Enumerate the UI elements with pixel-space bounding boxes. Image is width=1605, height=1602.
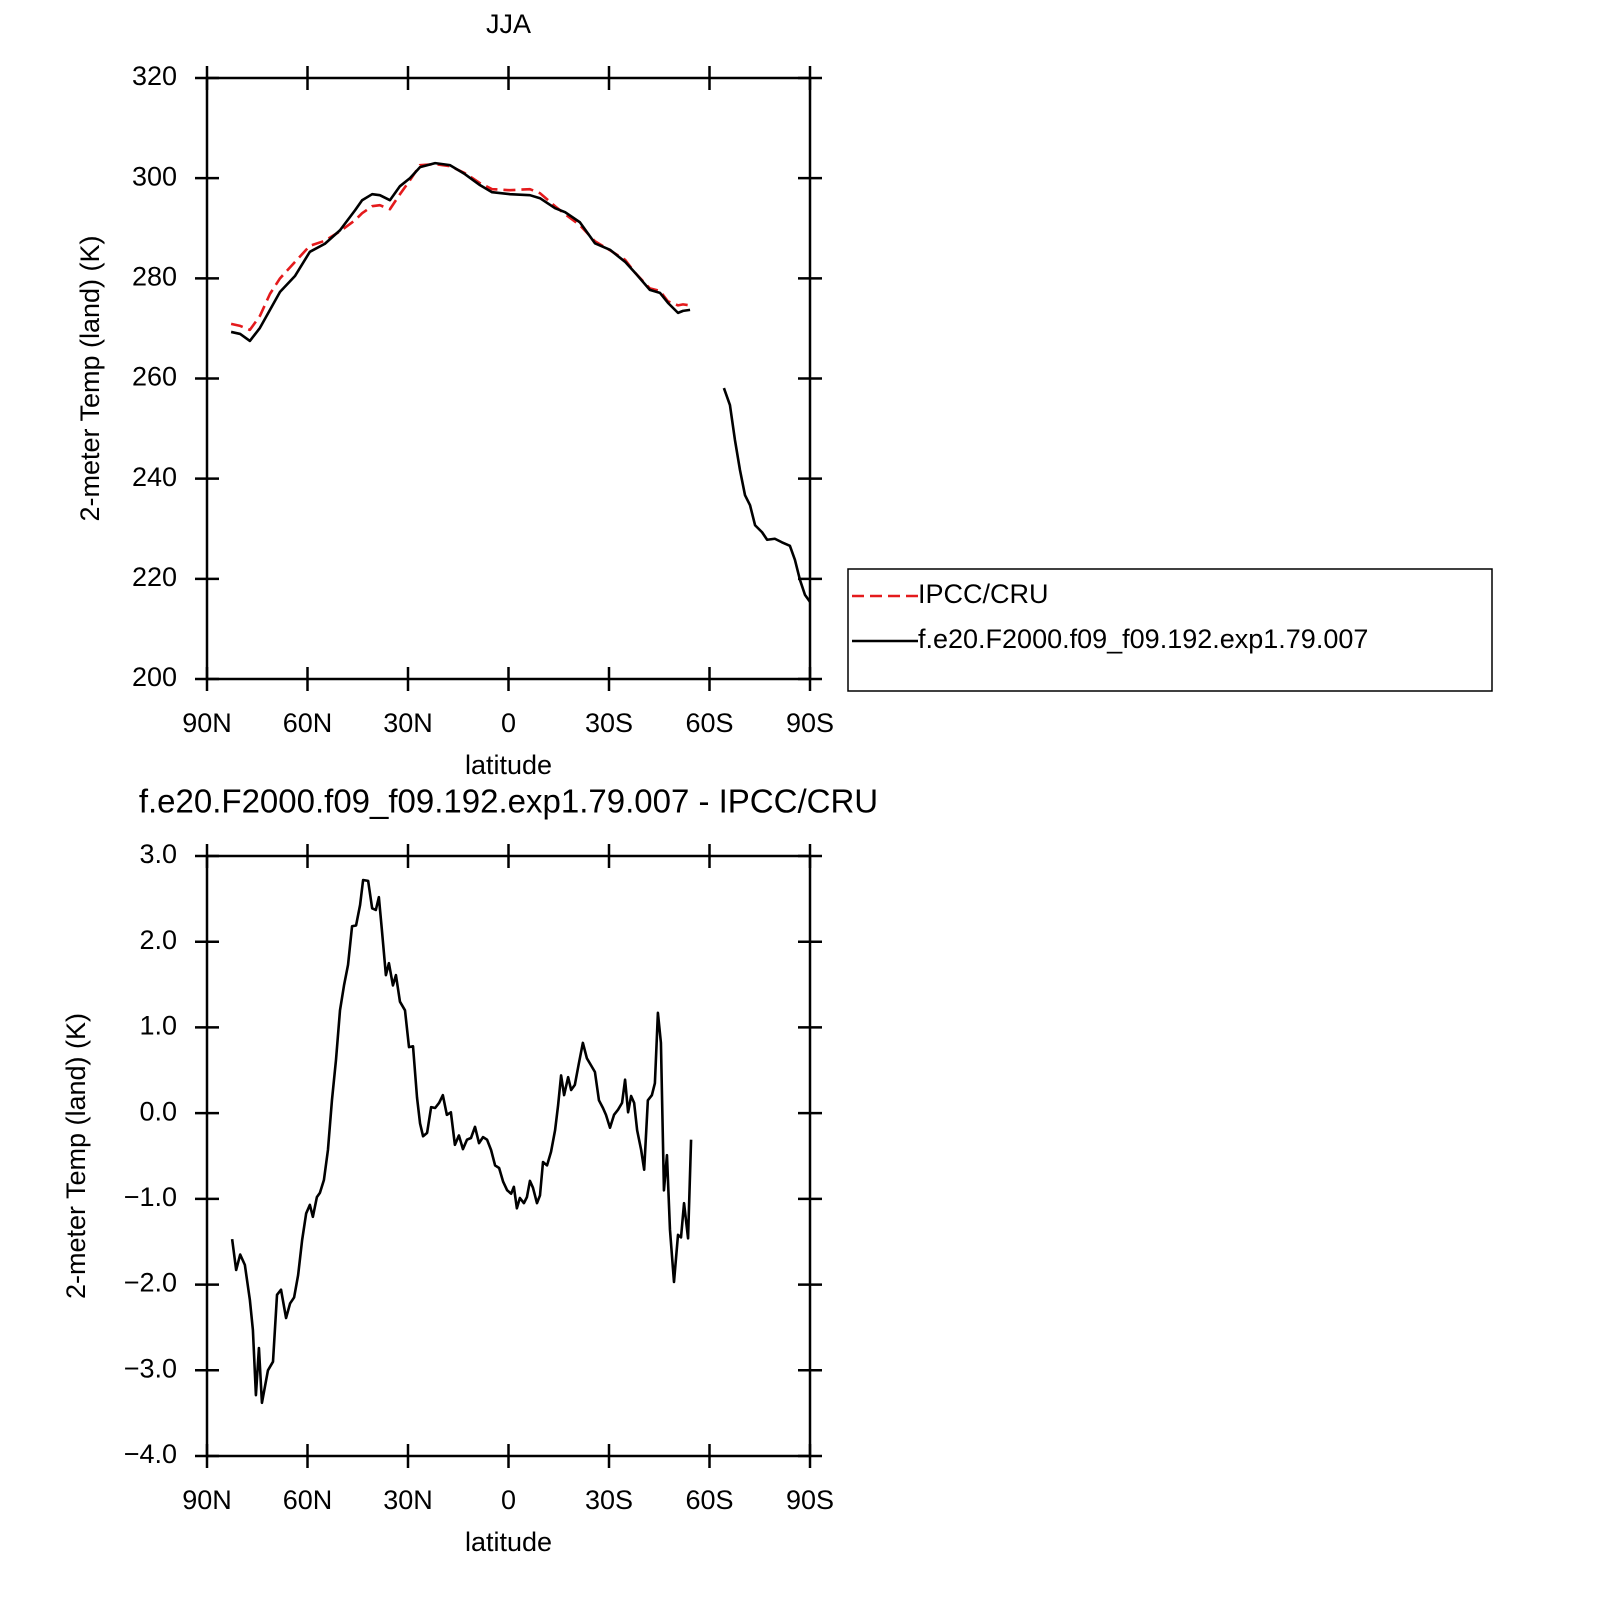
y-tick-label: −3.0 [124,1353,177,1383]
y-tick-label: 260 [132,362,177,392]
y-axis-label: 2-meter Temp (land) (K) [75,235,105,521]
plot-frame [205,854,812,1458]
legend-box [847,568,1493,692]
x-axis-label: latitude [465,750,552,780]
x-tick-label: 90S [786,708,834,738]
x-tick-label: 30N [383,708,433,738]
x-tick-label: 90N [182,1485,232,1515]
y-tick-label: 200 [132,662,177,692]
x-tick-label: 90S [786,1485,834,1515]
x-tick-label: 30S [585,1485,633,1515]
y-tick-label: 1.0 [139,1011,177,1041]
y-tick-label: 280 [132,261,177,291]
y-tick-label: −1.0 [124,1182,177,1212]
y-axis-label: 2-meter Temp (land) (K) [61,1013,91,1299]
y-tick-label: 220 [132,562,177,592]
plot-frame [205,76,812,681]
y-tick-label: −2.0 [124,1268,177,1298]
y-tick-label: 2.0 [139,925,177,955]
y-tick-label: 3.0 [139,839,177,869]
y-tick-label: 0.0 [139,1096,177,1126]
x-tick-label: 30S [585,708,633,738]
data-line [230,878,693,1405]
y-tick-label: −4.0 [124,1439,177,1469]
x-tick-label: 30N [383,1485,433,1515]
y-tick-label: 240 [132,462,177,492]
legend-label: f.e20.F2000.f09_f09.192.exp1.79.007 [918,624,1368,654]
x-axis-label: latitude [465,1527,552,1557]
chart-title: JJA [486,9,531,39]
x-tick-label: 60S [685,708,733,738]
x-tick-label: 90N [182,708,232,738]
x-tick-label: 0 [501,1485,516,1515]
y-tick-label: 320 [132,61,177,91]
x-tick-label: 60S [685,1485,733,1515]
x-tick-label: 60N [283,1485,333,1515]
data-line [230,162,691,332]
x-tick-label: 0 [501,708,516,738]
data-line [230,161,812,603]
chart-title: f.e20.F2000.f09_f09.192.exp1.79.007 - IP… [139,783,878,820]
x-tick-label: 60N [283,708,333,738]
y-tick-label: 300 [132,161,177,191]
legend-label: IPCC/CRU [918,579,1049,609]
